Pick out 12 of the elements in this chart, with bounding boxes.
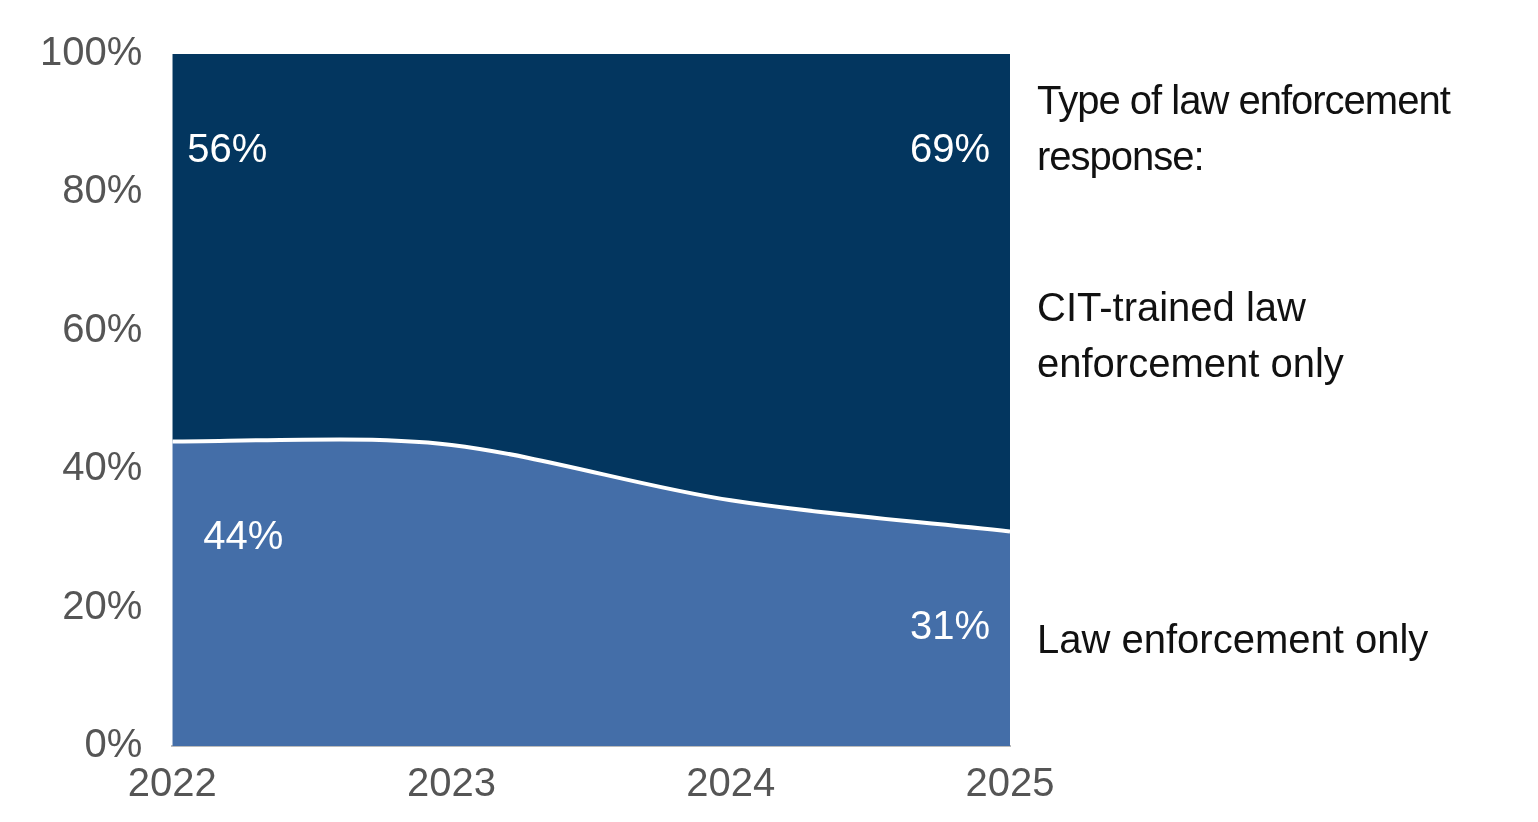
- y-tick-label: 20%: [62, 582, 143, 627]
- data-label: 31%: [909, 603, 990, 648]
- y-tick-label: 100%: [39, 29, 143, 74]
- series-label: CIT-trained law enforcement only: [1037, 283, 1345, 387]
- legend-title: Type of law enforcement response:: [1037, 77, 1452, 180]
- y-tick-label: 40%: [62, 444, 143, 489]
- y-tick-label: 80%: [62, 167, 143, 212]
- y-tick-label: 60%: [62, 305, 143, 350]
- x-tick-label: 2023: [407, 760, 497, 805]
- x-tick-label: 2024: [686, 760, 776, 805]
- x-tick-label: 2025: [965, 760, 1055, 805]
- series-label: Law enforcement only: [1037, 615, 1430, 663]
